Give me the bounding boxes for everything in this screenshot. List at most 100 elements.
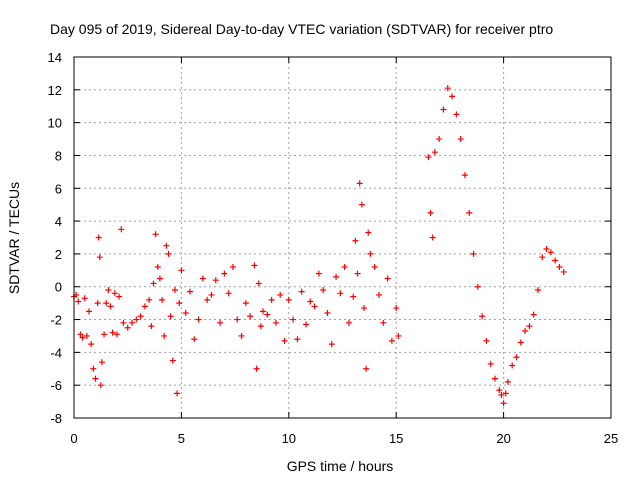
- plot-frame: [73, 56, 612, 419]
- y-tick-label: 10: [48, 116, 62, 131]
- data-point: [444, 85, 451, 92]
- data-point: [229, 264, 236, 271]
- data-point: [498, 392, 505, 399]
- data-point: [294, 336, 301, 343]
- x-tick-label: 15: [389, 431, 403, 446]
- data-point: [363, 365, 370, 372]
- data-point: [492, 375, 499, 382]
- data-point: [154, 264, 161, 271]
- data-point: [530, 311, 537, 318]
- y-tick-label: -4: [50, 345, 62, 360]
- data-point: [320, 287, 327, 294]
- data-point: [333, 273, 340, 280]
- data-point: [324, 309, 331, 316]
- data-point: [526, 323, 533, 330]
- data-point: [107, 303, 114, 310]
- data-point: [255, 280, 262, 287]
- grid-layer: [74, 57, 611, 418]
- data-point: [174, 390, 181, 397]
- data-point: [204, 296, 211, 303]
- data-point: [182, 309, 189, 316]
- data-point: [113, 331, 120, 338]
- data-point: [371, 264, 378, 271]
- data-points: [71, 85, 567, 407]
- data-point: [165, 250, 172, 257]
- data-point: [150, 280, 157, 287]
- data-point: [199, 275, 206, 282]
- data-point: [483, 337, 490, 344]
- data-point: [128, 319, 135, 326]
- data-point: [105, 287, 112, 294]
- data-point: [395, 332, 402, 339]
- data-point: [268, 296, 275, 303]
- data-point: [500, 400, 507, 407]
- data-point: [285, 296, 292, 303]
- data-point: [234, 316, 241, 323]
- y-axis-label: SDTVAR / TECUs: [6, 182, 22, 294]
- data-point: [298, 288, 305, 295]
- data-point: [360, 305, 367, 312]
- y-tick-label: -2: [50, 313, 62, 328]
- data-point: [109, 329, 116, 336]
- data-point: [75, 298, 82, 305]
- data-point: [358, 201, 365, 208]
- data-point: [191, 336, 198, 343]
- data-point: [118, 226, 125, 233]
- data-point: [272, 319, 279, 326]
- data-point: [238, 332, 245, 339]
- data-point: [431, 149, 438, 156]
- data-point: [124, 324, 131, 331]
- data-point: [281, 337, 288, 344]
- data-point: [148, 323, 155, 330]
- data-point: [436, 136, 443, 143]
- data-point: [466, 209, 473, 216]
- data-point: [137, 313, 144, 320]
- y-tick-label: 8: [55, 148, 62, 163]
- data-point: [171, 287, 178, 294]
- y-tick-label: 0: [55, 280, 62, 295]
- data-point: [225, 290, 232, 297]
- data-point: [116, 293, 123, 300]
- y-tick-label: -8: [50, 411, 62, 426]
- data-point: [479, 313, 486, 320]
- y-tick-label: 2: [55, 247, 62, 262]
- data-point: [509, 362, 516, 369]
- y-tick-label: 14: [48, 50, 62, 65]
- data-point: [260, 308, 267, 315]
- data-point: [517, 339, 524, 346]
- data-point: [95, 234, 102, 241]
- data-point: [425, 154, 432, 161]
- data-point: [380, 319, 387, 326]
- y-tick-label: -6: [50, 378, 62, 393]
- data-point: [457, 136, 464, 143]
- data-point: [487, 360, 494, 367]
- data-point: [427, 209, 434, 216]
- data-point: [277, 291, 284, 298]
- data-point: [242, 300, 249, 307]
- data-point: [547, 249, 554, 256]
- data-point: [354, 270, 361, 277]
- x-tick-label: 10: [282, 431, 296, 446]
- data-point: [94, 300, 101, 307]
- data-point: [257, 323, 264, 330]
- y-tick-labels: -8 -6 -4 -2 0 2 4 6 8 10 12 14: [48, 50, 62, 426]
- data-point: [159, 296, 166, 303]
- data-point: [376, 291, 383, 298]
- data-point: [496, 387, 503, 394]
- data-point: [83, 332, 90, 339]
- data-point: [251, 262, 258, 269]
- data-point: [365, 229, 372, 236]
- data-point: [186, 288, 193, 295]
- data-point: [384, 275, 391, 282]
- data-point: [539, 254, 546, 261]
- x-tick-label: 5: [178, 431, 185, 446]
- data-point: [98, 359, 105, 366]
- data-point: [156, 275, 163, 282]
- data-point: [208, 291, 215, 298]
- data-point: [449, 93, 456, 100]
- data-point: [161, 332, 168, 339]
- data-point: [345, 319, 352, 326]
- y-tick-label: 6: [55, 181, 62, 196]
- data-point: [341, 264, 348, 271]
